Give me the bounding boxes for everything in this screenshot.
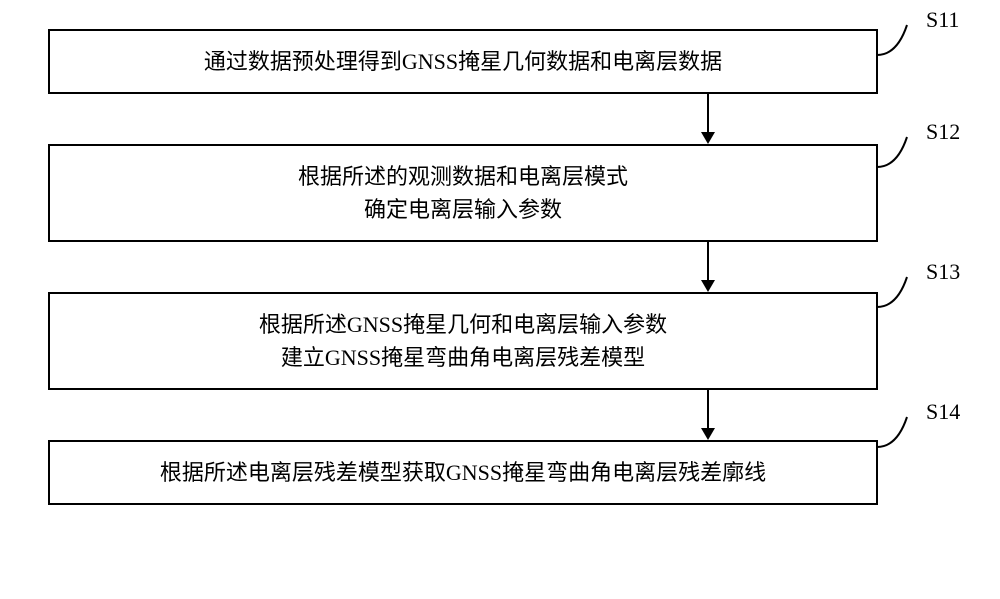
step-text: 根据所述GNSS掩星几何和电离层输入参数 xyxy=(259,308,667,341)
label-curve-s12 xyxy=(877,129,927,169)
step-label-s13: S13 xyxy=(926,259,960,285)
step-box-s12: 根据所述的观测数据和电离层模式 确定电离层输入参数 xyxy=(48,144,878,242)
step-text: 通过数据预处理得到GNSS掩星几何数据和电离层数据 xyxy=(204,45,722,78)
step-label-s14: S14 xyxy=(926,399,960,425)
step-label-s11: S11 xyxy=(926,7,959,33)
label-curve-s11 xyxy=(877,17,927,57)
step-box-s14: 根据所述电离层残差模型获取GNSS掩星弯曲角电离层残差廓线 xyxy=(48,440,878,505)
label-curve-s14 xyxy=(877,409,927,449)
connector-line xyxy=(707,390,709,428)
step-box-s13: 根据所述GNSS掩星几何和电离层输入参数 建立GNSS掩星弯曲角电离层残差模型 xyxy=(48,292,878,390)
arrow-head-icon xyxy=(701,132,715,144)
arrow-head-icon xyxy=(701,428,715,440)
step-text: 根据所述的观测数据和电离层模式 xyxy=(298,160,628,193)
step-text: 根据所述电离层残差模型获取GNSS掩星弯曲角电离层残差廓线 xyxy=(160,456,766,489)
step-box-s11: 通过数据预处理得到GNSS掩星几何数据和电离层数据 xyxy=(48,29,878,94)
flowchart-container: 通过数据预处理得到GNSS掩星几何数据和电离层数据 S11 根据所述的观测数据和… xyxy=(48,29,968,505)
step-label-s12: S12 xyxy=(926,119,960,145)
arrow-head-icon xyxy=(701,280,715,292)
step-text: 建立GNSS掩星弯曲角电离层残差模型 xyxy=(281,341,645,374)
step-text: 确定电离层输入参数 xyxy=(364,193,562,226)
connector-line xyxy=(707,242,709,280)
connector-line xyxy=(707,94,709,132)
label-curve-s13 xyxy=(877,269,927,309)
